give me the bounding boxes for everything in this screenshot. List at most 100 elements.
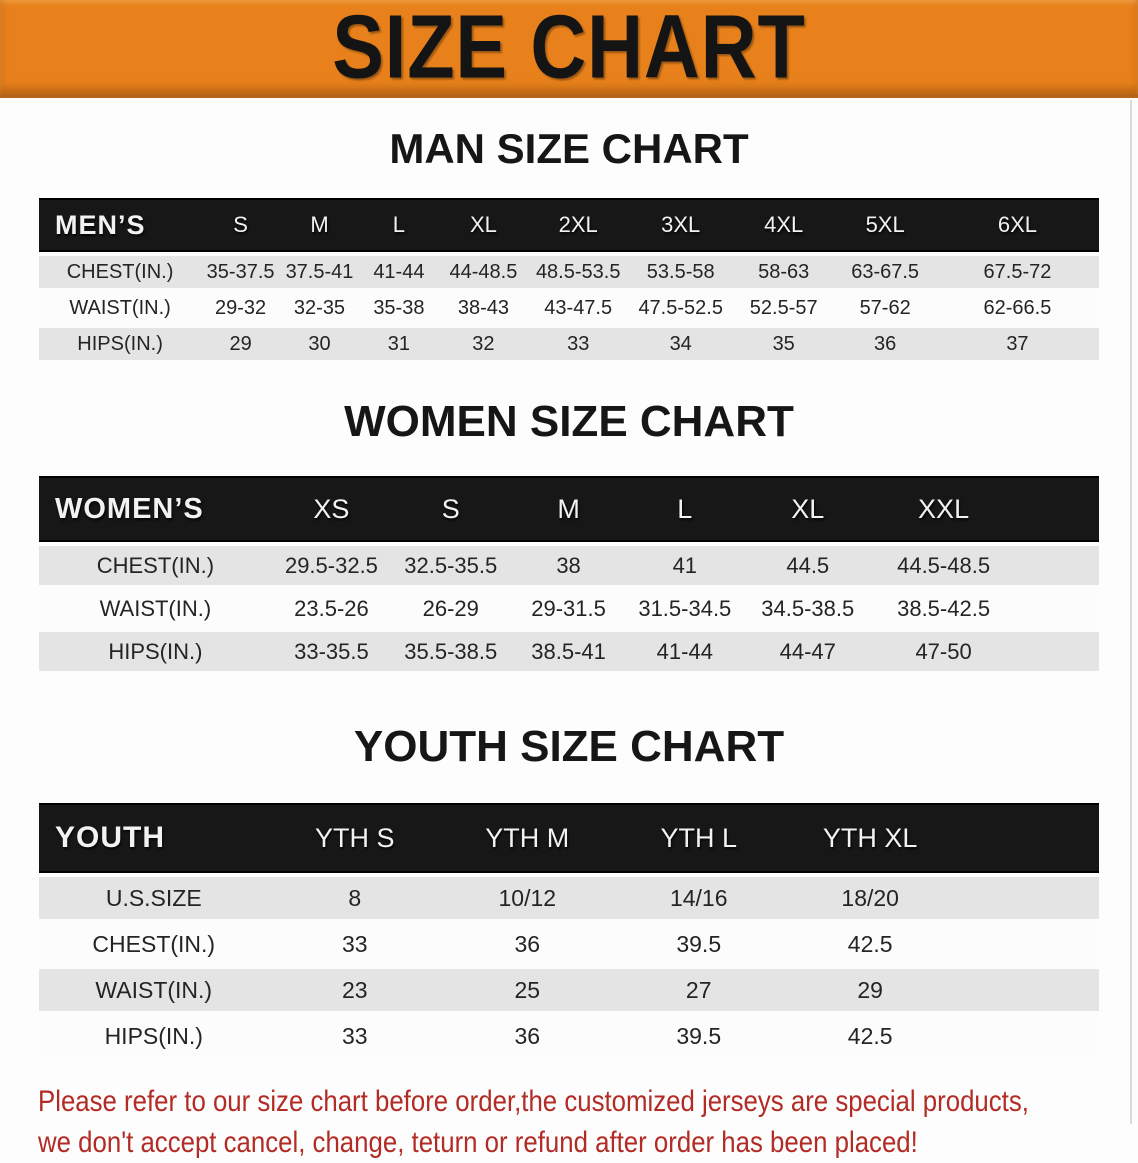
size-cell: 29: [201, 328, 281, 360]
table-row: U.S.SIZE 8 10/12 14/16 18/20: [39, 877, 1099, 919]
size-cell: 44-48.5: [438, 256, 528, 288]
men-section-heading: MAN SIZE CHART: [389, 125, 749, 172]
table-row: HIPS(IN.) 33-35.5 35.5-38.5 38.5-41 41-44 44-…: [39, 632, 1099, 671]
size-cell: 33-35.5: [271, 632, 392, 671]
size-cell: 25: [441, 969, 614, 1011]
size-cell: 35-37.5: [201, 256, 281, 288]
size-cell: 48.5-53.5: [527, 256, 629, 288]
size-cell: 42.5: [783, 923, 957, 965]
size-cell: 36: [441, 1015, 614, 1057]
column-header: S: [201, 198, 281, 252]
column-header: YTH XL: [783, 803, 957, 873]
size-cell: 14/16: [613, 877, 784, 919]
size-cell: 31: [358, 328, 439, 360]
column-header: YTH S: [268, 803, 442, 873]
size-cell: 67.5-72: [935, 256, 1099, 288]
womens-size-table: WOMEN’S XS S M L XL XXL CHEST(IN.) 29.5-32.5 32.5…: [39, 472, 1099, 675]
column-header: YTH M: [441, 803, 614, 873]
column-header: M: [510, 476, 627, 542]
blank-spacer: [956, 923, 1099, 965]
size-cell: 30: [280, 328, 359, 360]
youth-section-heading: YOUTH SIZE CHART: [353, 722, 785, 771]
size-cell: 43-47.5: [527, 292, 629, 324]
column-header: 4XL: [732, 198, 835, 252]
row-label: CHEST(IN.): [39, 923, 269, 965]
column-header: 6XL: [935, 198, 1099, 252]
size-cell: 35.5-38.5: [391, 632, 511, 671]
size-cell: 34: [628, 328, 733, 360]
column-header: M: [280, 198, 359, 252]
size-cell: 44-47: [742, 632, 873, 671]
size-cell: 32.5-35.5: [391, 546, 511, 585]
size-cell: 29: [783, 969, 957, 1011]
size-cell: 10/12: [441, 877, 614, 919]
size-cell: 23.5-26: [271, 589, 392, 628]
disclaimer-line-1: Please refer to our size chart before or…: [38, 1085, 1029, 1118]
mens-size-table: MEN’S S M L XL 2XL 3XL 4XL 5XL 6XL CHEST(IN.) 35-37…: [39, 194, 1099, 364]
size-cell: 26-29: [391, 589, 511, 628]
youth-size-table: YOUTH YTH S YTH M YTH L YTH XL U.S.SIZE 8 10/12…: [39, 799, 1099, 1061]
banner: SIZE CHART: [0, 0, 1138, 98]
table-header-row: YOUTH YTH S YTH M YTH L YTH XL: [39, 803, 1099, 873]
size-cell: 52.5-57: [732, 292, 835, 324]
table-row: CHEST(IN.) 29.5-32.5 32.5-35.5 38 41 44.5 44.5…: [39, 546, 1099, 585]
table-group-label: YOUTH: [39, 803, 269, 873]
size-cell: 33: [527, 328, 629, 360]
column-header: S: [391, 476, 511, 542]
size-cell: 38: [510, 546, 627, 585]
blank-spacer: [1014, 546, 1099, 585]
column-header: 5XL: [834, 198, 936, 252]
blank-spacer: [1014, 589, 1099, 628]
size-cell: 41-44: [626, 632, 743, 671]
size-cell: 38-43: [438, 292, 528, 324]
size-cell: 33: [268, 1015, 442, 1057]
size-cell: 29-32: [201, 292, 281, 324]
blank-spacer: [956, 877, 1099, 919]
size-cell: 53.5-58: [628, 256, 733, 288]
size-cell: 36: [441, 923, 614, 965]
size-cell: 18/20: [783, 877, 957, 919]
size-cell: 35-38: [358, 292, 439, 324]
size-cell: 38.5-41: [510, 632, 627, 671]
column-header: XXL: [872, 476, 1015, 542]
size-cell: 58-63: [732, 256, 835, 288]
size-cell: 33: [268, 923, 442, 965]
blank-spacer: [956, 803, 1099, 873]
column-header: YTH L: [613, 803, 784, 873]
size-cell: 39.5: [613, 923, 784, 965]
size-cell: 38.5-42.5: [872, 589, 1015, 628]
size-cell: 31.5-34.5: [626, 589, 743, 628]
size-cell: 32: [438, 328, 528, 360]
size-cell: 37: [935, 328, 1099, 360]
table-row: WAIST(IN.) 29-32 32-35 35-38 38-43 43-47.5 47.…: [39, 292, 1099, 324]
size-cell: 47.5-52.5: [628, 292, 733, 324]
blank-spacer: [956, 1015, 1099, 1057]
column-header: XL: [438, 198, 528, 252]
right-edge-artifact: [1130, 100, 1132, 1124]
column-header: L: [358, 198, 439, 252]
table-group-label: MEN’S: [39, 198, 202, 252]
table-header-row: WOMEN’S XS S M L XL XXL: [39, 476, 1099, 542]
size-cell: 32-35: [280, 292, 359, 324]
blank-spacer: [1014, 632, 1099, 671]
row-label: WAIST(IN.): [39, 589, 272, 628]
column-header: XS: [271, 476, 392, 542]
size-cell: 39.5: [613, 1015, 784, 1057]
size-cell: 44.5: [742, 546, 873, 585]
table-row: HIPS(IN.) 29 30 31 32 33 34 35 36 37: [39, 328, 1099, 360]
row-label: HIPS(IN.): [39, 1015, 269, 1057]
size-cell: 37.5-41: [280, 256, 359, 288]
size-cell: 35: [732, 328, 835, 360]
row-label: WAIST(IN.): [39, 292, 202, 324]
blank-spacer: [956, 969, 1099, 1011]
table-row: WAIST(IN.) 23 25 27 29: [39, 969, 1099, 1011]
column-header: XL: [742, 476, 873, 542]
section-women: WOMEN SIZE CHART WOMEN’S XS S M L XL XXL CHEST(…: [0, 398, 1138, 675]
size-cell: 42.5: [783, 1015, 957, 1057]
size-cell: 63-67.5: [834, 256, 936, 288]
size-cell: 36: [834, 328, 936, 360]
size-cell: 23: [268, 969, 442, 1011]
size-cell: 29.5-32.5: [271, 546, 392, 585]
table-row: WAIST(IN.) 23.5-26 26-29 29-31.5 31.5-34.5 34…: [39, 589, 1099, 628]
